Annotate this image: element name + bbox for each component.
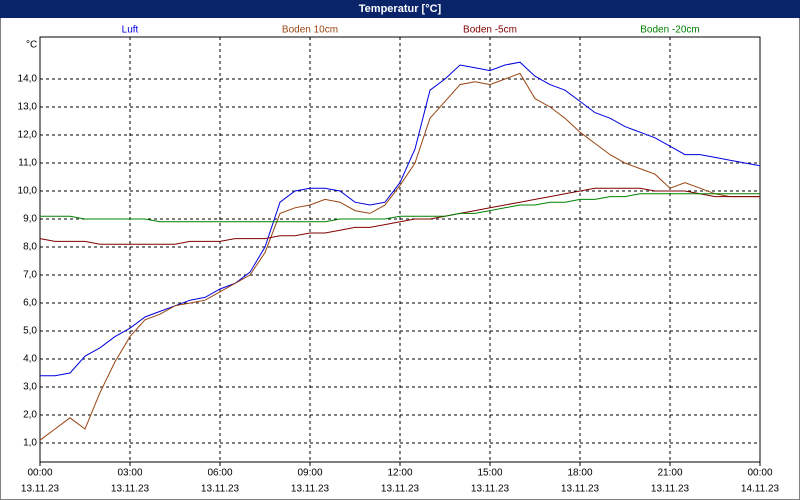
- legend-entry: Boden -5cm: [463, 25, 517, 36]
- y-tick-label: 4,0: [23, 354, 37, 365]
- x-tick-date: 13.11.23: [381, 484, 420, 495]
- x-tick-label: 21:00: [657, 468, 682, 479]
- x-tick-date: 13.11.23: [111, 484, 150, 495]
- x-tick-label: 00:00: [27, 468, 52, 479]
- chart-title: Temperatur [°C]: [359, 3, 442, 15]
- x-tick-date: 13.11.23: [651, 484, 690, 495]
- legend-entry: Luft: [122, 25, 139, 36]
- y-tick-label: 8,0: [23, 242, 37, 253]
- y-tick-label: 3,0: [23, 382, 37, 393]
- x-tick-label: 18:00: [567, 468, 592, 479]
- x-tick-label: 06:00: [207, 468, 232, 479]
- x-tick-label: 09:00: [297, 468, 322, 479]
- y-tick-label: 2,0: [23, 410, 37, 421]
- series-line: [39, 187, 760, 245]
- series-line: [40, 193, 760, 223]
- y-tick-label: 9,0: [23, 214, 37, 225]
- x-tick-label: 00:00: [747, 468, 772, 479]
- y-tick-label: 13,0: [18, 102, 38, 113]
- x-tick-date: 13.11.23: [291, 484, 330, 495]
- legend-entry: Boden -20cm: [640, 25, 699, 36]
- y-tick-label: 11,0: [18, 158, 37, 169]
- y-tick-label: 1,0: [23, 438, 37, 449]
- x-tick-label: 15:00: [477, 468, 502, 479]
- series-line: [40, 61, 761, 377]
- x-tick-date: 13.11.23: [21, 484, 60, 495]
- y-tick-label: 14,0: [18, 74, 38, 85]
- y-tick-label: 6,0: [23, 298, 37, 309]
- plot-frame: [39, 36, 761, 463]
- y-tick-label: 10,0: [18, 186, 38, 197]
- x-tick-date: 14.11.23: [741, 484, 780, 495]
- y-tick-label: 7,0: [23, 270, 37, 281]
- title-bar: [0, 0, 800, 18]
- x-tick-date: 13.11.23: [201, 484, 240, 495]
- y-tick-label: 12,0: [18, 130, 38, 141]
- legend-entry: Boden 10cm: [282, 25, 338, 36]
- x-tick-label: 12:00: [387, 468, 412, 479]
- series-line: [39, 72, 760, 441]
- x-tick-label: 03:00: [117, 468, 142, 479]
- x-tick-date: 13.11.23: [471, 484, 510, 495]
- x-tick-date: 13.11.23: [561, 484, 600, 495]
- y-unit: °C: [26, 40, 37, 51]
- y-tick-label: 5,0: [23, 326, 37, 337]
